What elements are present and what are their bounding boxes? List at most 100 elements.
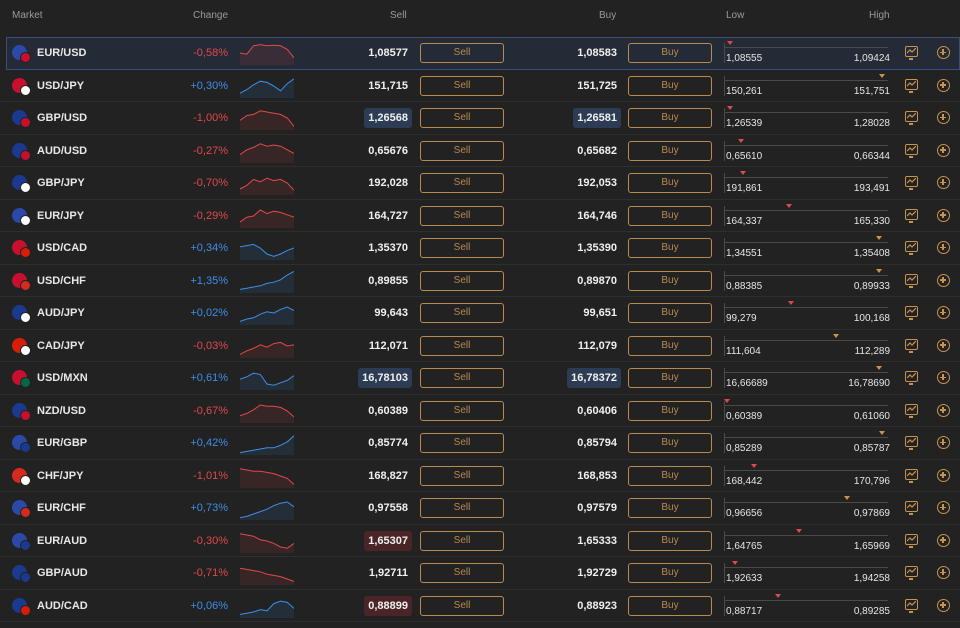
pair-name[interactable]: GBP/JPY <box>37 177 85 189</box>
pair-name[interactable]: EUR/CHF <box>37 502 86 514</box>
sell-button[interactable]: Sell <box>420 563 504 583</box>
header-change[interactable]: Change <box>193 10 229 21</box>
table-row[interactable]: EUR/CHF +0,73% 0,97558 Sell 0,97579 Buy … <box>0 492 960 525</box>
chart-icon[interactable] <box>905 338 918 353</box>
add-circle-icon[interactable] <box>937 371 950 384</box>
table-row[interactable]: CAD/JPY -0,03% 112,071 Sell 112,079 Buy … <box>0 330 960 362</box>
pair-name[interactable]: EUR/GBP <box>37 437 88 449</box>
chart-icon[interactable] <box>905 468 918 483</box>
buy-button[interactable]: Buy <box>628 75 712 96</box>
table-row[interactable]: EUR/AUD -0,30% 1,65307 Sell 1,65333 Buy … <box>0 525 960 557</box>
chart-icon[interactable] <box>905 111 918 125</box>
buy-button[interactable]: Buy <box>628 303 712 323</box>
sell-button[interactable]: Sell <box>420 595 504 616</box>
chart-icon[interactable] <box>905 208 918 223</box>
sell-button[interactable]: Sell <box>420 400 504 421</box>
chart-icon[interactable] <box>905 78 918 93</box>
table-row[interactable]: CHF/JPY -1,01% 168,827 Sell 168,853 Buy … <box>0 460 960 492</box>
table-row[interactable]: USD/CHF +1,35% 0,89855 Sell 0,89870 Buy … <box>0 265 960 297</box>
add-circle-icon[interactable] <box>937 501 950 514</box>
sell-button[interactable]: Sell <box>420 465 504 486</box>
sell-button[interactable]: Sell <box>420 43 504 63</box>
pair-name[interactable]: EUR/USD <box>37 47 87 59</box>
add-circle-icon[interactable] <box>937 176 950 189</box>
pair-name[interactable]: AUD/JPY <box>37 307 85 319</box>
buy-button[interactable]: Buy <box>628 43 712 63</box>
pair-name[interactable]: NZD/USD <box>37 404 86 417</box>
pair-name[interactable]: EUR/JPY <box>37 209 85 222</box>
chart-icon[interactable] <box>905 371 918 385</box>
pair-name[interactable]: AUD/CAD <box>37 599 88 612</box>
buy-button[interactable]: Buy <box>628 368 712 388</box>
chart-icon[interactable] <box>905 501 918 515</box>
sell-button[interactable]: Sell <box>420 335 504 356</box>
sell-button[interactable]: Sell <box>420 270 504 291</box>
header-market[interactable]: Market <box>12 10 43 21</box>
add-circle-icon[interactable] <box>937 566 950 579</box>
add-circle-icon[interactable] <box>937 403 950 417</box>
table-row[interactable]: USD/MXN +0,61% 16,78103 Sell 16,78372 Bu… <box>0 362 960 395</box>
table-row[interactable]: AUD/USD -0,27% 0,65676 Sell 0,65682 Buy … <box>0 135 960 167</box>
add-circle-icon[interactable] <box>937 338 950 352</box>
sell-button[interactable]: Sell <box>420 108 504 128</box>
buy-button[interactable]: Buy <box>628 595 712 616</box>
buy-button[interactable]: Buy <box>628 108 712 128</box>
buy-button[interactable]: Buy <box>628 238 712 258</box>
buy-button[interactable]: Buy <box>628 270 712 291</box>
pair-name[interactable]: AUD/USD <box>37 144 88 157</box>
chart-icon[interactable] <box>905 176 918 190</box>
sell-button[interactable]: Sell <box>420 238 504 258</box>
add-circle-icon[interactable] <box>937 306 950 319</box>
add-circle-icon[interactable] <box>937 111 950 124</box>
chart-icon[interactable] <box>905 273 918 288</box>
buy-button[interactable]: Buy <box>628 173 712 193</box>
buy-button[interactable]: Buy <box>628 400 712 421</box>
table-row[interactable]: EUR/USD -0,58% 1,08577 Sell 1,08583 Buy … <box>6 37 960 70</box>
add-circle-icon[interactable] <box>937 208 950 222</box>
buy-button[interactable]: Buy <box>628 335 712 356</box>
pair-name[interactable]: USD/MXN <box>37 372 88 384</box>
add-circle-icon[interactable] <box>937 273 950 287</box>
sell-button[interactable]: Sell <box>420 140 504 161</box>
sell-button[interactable]: Sell <box>420 173 504 193</box>
sell-button[interactable]: Sell <box>420 205 504 226</box>
header-low[interactable]: Low <box>726 10 745 21</box>
pair-name[interactable]: USD/JPY <box>37 79 85 92</box>
buy-button[interactable]: Buy <box>628 465 712 486</box>
sell-button[interactable]: Sell <box>420 303 504 323</box>
table-row[interactable]: EUR/GBP +0,42% 0,85774 Sell 0,85794 Buy … <box>0 427 960 460</box>
buy-button[interactable]: Buy <box>628 205 712 226</box>
pair-name[interactable]: CAD/JPY <box>37 339 85 352</box>
table-row[interactable]: USD/JPY +0,30% 151,715 Sell 151,725 Buy … <box>0 70 960 102</box>
table-row[interactable]: GBP/JPY -0,70% 192,028 Sell 192,053 Buy … <box>0 167 960 200</box>
chart-icon[interactable] <box>905 46 918 60</box>
add-circle-icon[interactable] <box>937 533 950 547</box>
header-high[interactable]: High <box>869 10 890 21</box>
pair-name[interactable]: GBP/USD <box>37 112 88 124</box>
buy-button[interactable]: Buy <box>628 140 712 161</box>
sell-button[interactable]: Sell <box>420 530 504 551</box>
buy-button[interactable]: Buy <box>628 563 712 583</box>
sell-button[interactable]: Sell <box>420 368 504 388</box>
chart-icon[interactable] <box>905 241 918 255</box>
add-circle-icon[interactable] <box>937 241 950 254</box>
table-row[interactable]: GBP/AUD -0,71% 1,92711 Sell 1,92729 Buy … <box>0 557 960 590</box>
table-row[interactable]: EUR/JPY -0,29% 164,727 Sell 164,746 Buy … <box>0 200 960 232</box>
sell-button[interactable]: Sell <box>420 498 504 518</box>
chart-icon[interactable] <box>905 306 918 320</box>
header-sell[interactable]: Sell <box>390 10 407 21</box>
chart-icon[interactable] <box>905 598 918 613</box>
chart-icon[interactable] <box>905 143 918 158</box>
pair-name[interactable]: USD/CHF <box>37 274 86 287</box>
buy-button[interactable]: Buy <box>628 530 712 551</box>
buy-button[interactable]: Buy <box>628 433 712 453</box>
table-row[interactable]: AUD/JPY +0,02% 99,643 Sell 99,651 Buy 99… <box>0 297 960 330</box>
add-circle-icon[interactable] <box>937 436 950 449</box>
chart-icon[interactable] <box>905 403 918 418</box>
pair-name[interactable]: EUR/AUD <box>37 534 88 547</box>
table-row[interactable]: GBP/USD -1,00% 1,26568 Sell 1,26581 Buy … <box>0 102 960 135</box>
add-circle-icon[interactable] <box>937 143 950 157</box>
table-row[interactable]: USD/CAD +0,34% 1,35370 Sell 1,35390 Buy … <box>0 232 960 265</box>
add-circle-icon[interactable] <box>937 468 950 482</box>
add-circle-icon[interactable] <box>937 46 950 59</box>
